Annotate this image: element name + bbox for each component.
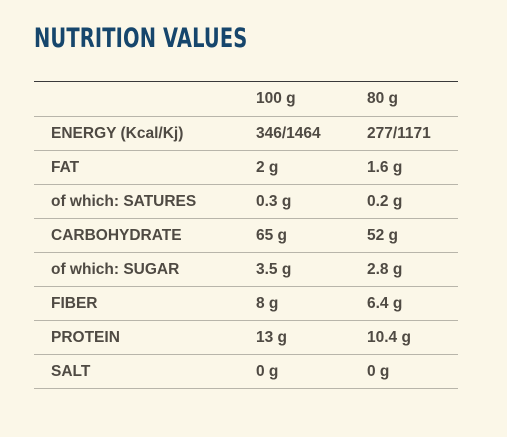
- column-header-80g: 80 g: [367, 90, 399, 107]
- nutrient-label: ENERGY (Kcal/Kj): [51, 124, 184, 142]
- value-per-80g: 6.4 g: [367, 294, 403, 312]
- value-per-100g: 3.5 g: [256, 260, 292, 278]
- value-per-100g: 8 g: [256, 294, 279, 312]
- value-per-80g: 277/1171: [367, 124, 431, 142]
- value-per-80g: 1.6 g: [367, 158, 403, 176]
- page-title: NUTRITION VALUES: [34, 23, 248, 54]
- nutrient-label: SALT: [51, 362, 91, 380]
- value-per-100g: 346/1464: [256, 124, 321, 142]
- value-per-80g: 10.4 g: [367, 328, 411, 346]
- nutrient-label: of which: SUGAR: [51, 260, 180, 278]
- value-per-100g: 0 g: [256, 362, 279, 380]
- nutrient-label: of which: SATURES: [51, 192, 197, 210]
- value-per-80g: 0 g: [367, 362, 390, 380]
- value-per-100g: 65 g: [256, 226, 288, 244]
- table-row: CARBOHYDRATE 65 g 52 g: [34, 219, 458, 253]
- table-row: of which: SUGAR 3.5 g 2.8 g: [34, 253, 458, 287]
- nutrient-label: PROTEIN: [51, 328, 120, 346]
- value-per-100g: 0.3 g: [256, 192, 292, 210]
- value-per-100g: 2 g: [256, 158, 279, 176]
- table-header-row: 100 g 80 g: [34, 82, 458, 117]
- nutrition-table: 100 g 80 g ENERGY (Kcal/Kj) 346/1464 277…: [34, 81, 458, 389]
- value-per-80g: 0.2 g: [367, 192, 403, 210]
- value-per-80g: 2.8 g: [367, 260, 403, 278]
- table-row: ENERGY (Kcal/Kj) 346/1464 277/1171: [34, 117, 458, 151]
- value-per-100g: 13 g: [256, 328, 288, 346]
- nutrient-label: FIBER: [51, 294, 98, 312]
- table-row: PROTEIN 13 g 10.4 g: [34, 321, 458, 355]
- table-row: of which: SATURES 0.3 g 0.2 g: [34, 185, 458, 219]
- nutrient-label: CARBOHYDRATE: [51, 226, 182, 244]
- table-row: SALT 0 g 0 g: [34, 355, 458, 389]
- value-per-80g: 52 g: [367, 226, 399, 244]
- table-row: FIBER 8 g 6.4 g: [34, 287, 458, 321]
- table-row: FAT 2 g 1.6 g: [34, 151, 458, 185]
- nutrient-label: FAT: [51, 158, 80, 176]
- column-header-100g: 100 g: [256, 90, 296, 107]
